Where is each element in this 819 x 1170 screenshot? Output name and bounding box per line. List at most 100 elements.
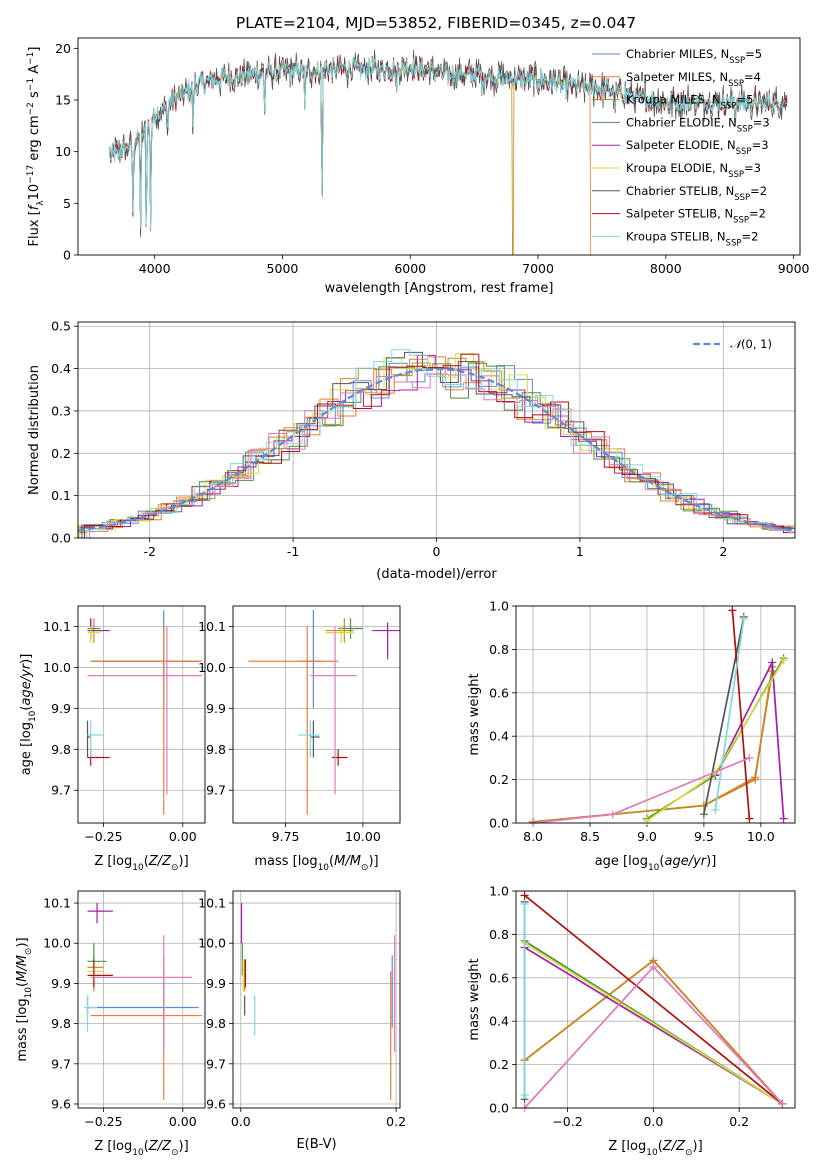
series-line-kroupa-miles bbox=[109, 59, 788, 255]
legend-label: Chabrier MILES, NSSP=5 bbox=[626, 47, 762, 66]
x-tick-label: 9.75 bbox=[272, 829, 300, 844]
y-tick-label: 0.1 bbox=[51, 488, 71, 503]
label-sup: −1 bbox=[26, 78, 36, 91]
label-part: mass [log bbox=[254, 854, 317, 869]
legend-label: Salpeter MILES, NSSP=4 bbox=[626, 70, 761, 89]
data-point bbox=[310, 720, 320, 758]
label-part: Z [log bbox=[94, 1139, 132, 1154]
legend-sub: SSP bbox=[728, 170, 744, 180]
label-part: ( bbox=[658, 1139, 663, 1154]
x-tick-label: 0.2 bbox=[729, 1114, 749, 1129]
legend-item: Kroupa STELIB, NSSP=2 bbox=[592, 229, 758, 248]
figure-title: PLATE=2104, MJD=53852, FIBERID=0345, z=0… bbox=[236, 14, 636, 32]
y-axis-label: mass weight bbox=[467, 673, 482, 755]
y-tick-label: 1.0 bbox=[489, 884, 509, 899]
series-line bbox=[731, 610, 751, 819]
y-tick-label: 10.0 bbox=[198, 660, 226, 675]
x-tick-label: -2 bbox=[143, 544, 155, 559]
data-point bbox=[90, 626, 202, 815]
histogram-step-series bbox=[86, 349, 795, 538]
series-line-kroupa-stelib bbox=[109, 56, 788, 230]
data-point bbox=[301, 610, 323, 709]
label-sub: 10 bbox=[132, 863, 144, 873]
data-point bbox=[325, 618, 354, 643]
x-tick-label: 7000 bbox=[522, 261, 554, 276]
y-axis-label: age [log10(age/yr)] bbox=[19, 654, 38, 776]
legend-sub: SSP bbox=[729, 56, 745, 66]
y-tick-label: 0.2 bbox=[489, 772, 509, 787]
label-part: ( bbox=[329, 854, 334, 869]
x-tick-label: 6000 bbox=[394, 261, 426, 276]
label-sub: 10 bbox=[132, 1148, 144, 1158]
label-part: age [log bbox=[19, 722, 34, 775]
label-part: Z/Z bbox=[148, 854, 172, 869]
x-tick-label: 8000 bbox=[650, 261, 682, 276]
legend-label: Salpeter STELIB, NSSP=2 bbox=[626, 207, 766, 226]
label-part: age/yr bbox=[664, 854, 707, 869]
grid-lines bbox=[233, 891, 400, 1108]
y-tick-label: 0.6 bbox=[489, 685, 509, 700]
x-tick-label: 0.2 bbox=[386, 1114, 406, 1129]
y-tick-label: 0.2 bbox=[489, 1057, 509, 1072]
x-axis-label: E(B-V) bbox=[296, 1137, 336, 1152]
legend-label: 𝒩(0, 1) bbox=[730, 337, 772, 351]
grid-lines bbox=[233, 606, 400, 823]
x-tick-label: 5000 bbox=[267, 261, 299, 276]
data-point bbox=[90, 971, 202, 1100]
legend-name: (0, 1) bbox=[741, 337, 772, 351]
label-part: Z [log bbox=[94, 854, 132, 869]
y-axis-label: mass weight bbox=[467, 958, 482, 1040]
y-tick-label: 0.8 bbox=[489, 642, 509, 657]
label-sup: −17 bbox=[26, 165, 36, 184]
y-tick-label: 20 bbox=[55, 41, 71, 56]
series bbox=[520, 900, 529, 1099]
plus-marker bbox=[768, 658, 777, 667]
plus-marker bbox=[699, 801, 708, 810]
y-tick-label: 0.4 bbox=[489, 729, 509, 744]
x-axis-label: Z [log10(Z/Z⊙)] bbox=[94, 854, 188, 873]
histogram-step-series bbox=[77, 357, 789, 538]
y-tick-label: 10.1 bbox=[198, 619, 226, 634]
label-sub: 10 bbox=[318, 863, 330, 873]
series-line bbox=[524, 942, 783, 1105]
histogram-step-series bbox=[78, 353, 795, 538]
panel-spectrum: 4000 5000 6000 7000 8000 9000 0 5 10 15 20 waveleng… bbox=[26, 37, 810, 296]
y-tick-label: 0.0 bbox=[489, 816, 509, 831]
legend: 𝒩(0, 1) bbox=[693, 337, 772, 351]
x-axis-label: Z [log10(Z/Z⊙)] bbox=[608, 1139, 702, 1158]
label-part: erg cm bbox=[27, 115, 42, 164]
data-point bbox=[248, 626, 339, 815]
series-line bbox=[533, 670, 774, 823]
x-tick-label: −0.25 bbox=[84, 1114, 122, 1129]
series bbox=[728, 606, 754, 823]
plot-area bbox=[77, 349, 796, 538]
x-tick-label: 10.00 bbox=[345, 829, 381, 844]
x-tick-label: -1 bbox=[287, 544, 299, 559]
y-tick-label: 9.9 bbox=[206, 701, 226, 716]
legend-item: Chabrier ELODIE, NSSP=3 bbox=[592, 115, 770, 134]
y-tick-label: 9.8 bbox=[51, 742, 71, 757]
legend-name: Chabrier MILES, N bbox=[626, 47, 729, 61]
data-point bbox=[372, 622, 400, 660]
label-sub: 10 bbox=[24, 987, 34, 999]
label-part: f bbox=[27, 203, 42, 210]
normal-reference-curve bbox=[77, 367, 796, 532]
plot-area bbox=[520, 891, 787, 1112]
legend-label: Chabrier ELODIE, NSSP=3 bbox=[626, 115, 770, 134]
plus-marker bbox=[778, 1099, 787, 1108]
x-tick-label: 8.0 bbox=[523, 829, 543, 844]
histogram-step-series bbox=[84, 353, 795, 538]
series-line-salpeter-miles bbox=[109, 59, 592, 255]
x-tick-label: 9.5 bbox=[694, 829, 714, 844]
label-part: 10 bbox=[27, 184, 42, 201]
data-point bbox=[325, 626, 354, 643]
legend-n: =5 bbox=[736, 93, 753, 107]
data-point bbox=[87, 626, 202, 795]
label-part: )] bbox=[19, 654, 34, 664]
label-part: age [log bbox=[595, 854, 648, 869]
y-tick-label: 9.9 bbox=[51, 976, 71, 991]
y-tick-label: 9.7 bbox=[51, 1056, 71, 1071]
y-tick-label: 1.0 bbox=[489, 599, 509, 614]
label-sub: 10 bbox=[28, 710, 38, 722]
